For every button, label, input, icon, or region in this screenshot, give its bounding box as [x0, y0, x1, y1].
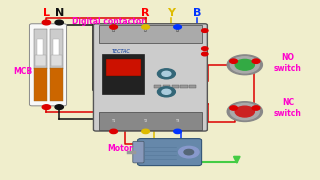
Bar: [99, 112, 202, 130]
Circle shape: [252, 59, 260, 63]
Circle shape: [55, 105, 63, 109]
Text: NO
switch: NO switch: [274, 53, 302, 73]
Text: N: N: [55, 8, 64, 18]
Bar: [50, 29, 63, 69]
Text: NC
switch: NC switch: [274, 98, 302, 118]
Circle shape: [55, 20, 63, 25]
Circle shape: [142, 129, 149, 134]
Bar: [154, 85, 161, 88]
Circle shape: [174, 25, 181, 29]
Text: L2: L2: [143, 29, 148, 33]
Bar: [172, 85, 179, 88]
Bar: [106, 59, 141, 76]
Text: L1: L1: [111, 29, 116, 33]
Circle shape: [235, 106, 254, 117]
Circle shape: [157, 69, 175, 79]
Bar: [99, 25, 202, 43]
Circle shape: [230, 59, 237, 63]
FancyBboxPatch shape: [133, 141, 144, 163]
Text: Motor: Motor: [107, 144, 133, 153]
Circle shape: [230, 106, 237, 110]
Circle shape: [184, 149, 194, 155]
Circle shape: [157, 87, 175, 97]
Bar: [35, 55, 46, 66]
Circle shape: [162, 89, 171, 94]
Text: MCB: MCB: [13, 68, 32, 76]
Text: L3: L3: [175, 29, 180, 33]
Circle shape: [230, 57, 259, 73]
Circle shape: [174, 129, 181, 134]
Text: T3: T3: [175, 119, 180, 123]
Circle shape: [42, 20, 51, 25]
Circle shape: [202, 52, 208, 56]
Bar: [50, 68, 63, 101]
Circle shape: [230, 103, 259, 120]
Text: R: R: [141, 8, 150, 18]
Circle shape: [110, 25, 117, 29]
Text: T2: T2: [143, 119, 148, 123]
Circle shape: [179, 146, 199, 158]
Bar: [189, 85, 196, 88]
Text: B: B: [193, 8, 201, 18]
Bar: [102, 54, 144, 94]
Circle shape: [202, 29, 208, 32]
Circle shape: [42, 105, 51, 109]
Circle shape: [142, 25, 149, 29]
Circle shape: [110, 129, 117, 134]
Bar: [163, 85, 170, 88]
Text: L: L: [43, 8, 50, 18]
Circle shape: [162, 71, 171, 76]
Circle shape: [202, 47, 208, 50]
Bar: [34, 29, 47, 69]
Circle shape: [227, 102, 262, 122]
Text: T1: T1: [111, 119, 116, 123]
Bar: [180, 85, 188, 88]
Circle shape: [235, 59, 254, 70]
Text: Y: Y: [167, 8, 175, 18]
FancyBboxPatch shape: [29, 24, 67, 106]
Bar: [53, 39, 59, 57]
Text: Digital contactor: Digital contactor: [72, 17, 145, 26]
Bar: [51, 55, 62, 66]
Bar: [37, 39, 43, 57]
Circle shape: [252, 106, 260, 110]
FancyBboxPatch shape: [138, 139, 202, 166]
FancyBboxPatch shape: [93, 24, 207, 131]
Circle shape: [227, 55, 262, 75]
Bar: [34, 68, 47, 101]
Text: TECTAC: TECTAC: [112, 49, 131, 54]
